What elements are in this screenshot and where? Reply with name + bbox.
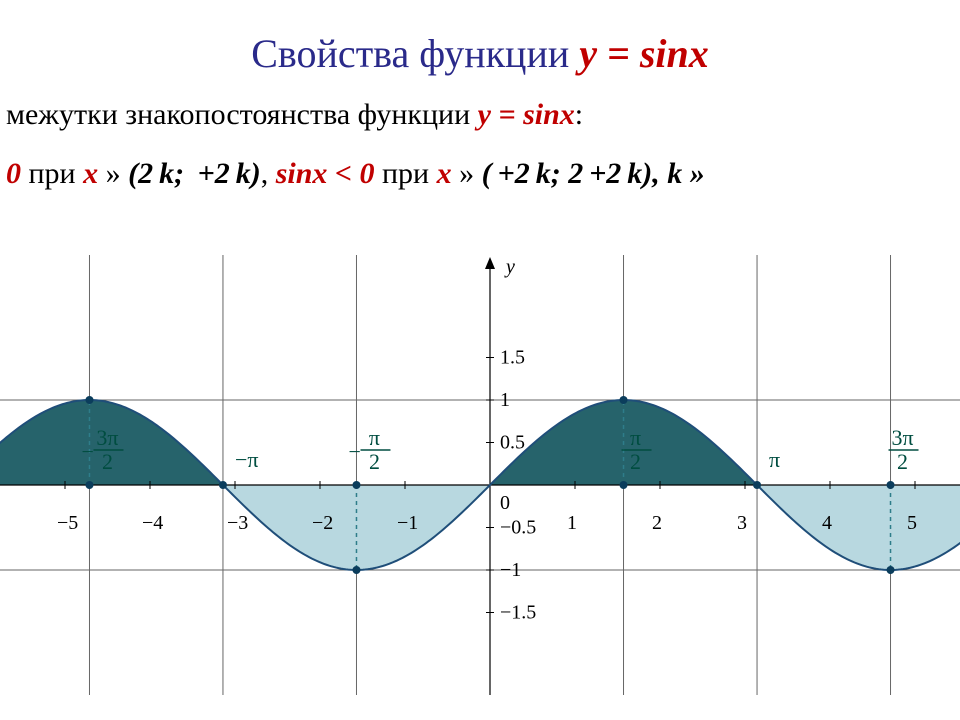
x-var-1: x <box>83 157 98 190</box>
title-prefix: Свойства функции <box>251 31 579 76</box>
svg-text:π: π <box>769 447 780 472</box>
svg-text:2: 2 <box>652 512 662 534</box>
svg-text:0: 0 <box>500 492 510 514</box>
subtitle-colon: : <box>575 98 583 131</box>
k-tail: , k » <box>652 157 705 190</box>
chart-svg: −1.5−1−0.50.511.5y0−5−4−3−2−112345−3π2−π… <box>0 255 960 695</box>
subtitle-line: межутки знакопостоянства функции y = sin… <box>0 77 960 136</box>
svg-text:2: 2 <box>369 449 380 474</box>
subtitle-function: y = sinx <box>478 98 575 131</box>
svg-text:y: y <box>504 256 515 278</box>
interval-1: (2 k; +2 k) <box>128 157 261 190</box>
svg-text:−3: −3 <box>227 512 248 534</box>
svg-text:3: 3 <box>737 512 747 534</box>
svg-text:−4: −4 <box>142 512 163 534</box>
svg-text:1: 1 <box>567 512 577 534</box>
ineq-neg: sinx < 0 <box>276 157 375 190</box>
svg-text:π: π <box>630 425 641 450</box>
svg-text:π: π <box>369 425 380 450</box>
svg-text:−0.5: −0.5 <box>500 517 536 539</box>
subtitle-prefix: межутки знакопостоянства функции <box>6 98 478 131</box>
sine-chart: −1.5−1−0.50.511.5y0−5−4−3−2−112345−3π2−π… <box>0 255 960 695</box>
svg-text:1: 1 <box>500 389 510 411</box>
svg-text:−2: −2 <box>312 512 333 534</box>
at-word-1: при <box>21 157 83 190</box>
svg-text:0.5: 0.5 <box>500 432 525 454</box>
x-var-2: x <box>437 157 452 190</box>
svg-text:4: 4 <box>822 512 832 534</box>
svg-text:2: 2 <box>897 449 908 474</box>
svg-text:2: 2 <box>102 449 113 474</box>
svg-text:−1.5: −1.5 <box>500 602 536 624</box>
sign-intervals-line: 0 при x » (2 k; +2 k), sinx < 0 при x » … <box>0 136 960 195</box>
svg-text:3π: 3π <box>891 425 913 450</box>
svg-text:−: − <box>348 439 360 464</box>
sep-1: , <box>261 157 276 190</box>
svg-text:−1: −1 <box>500 559 521 581</box>
member-1: » <box>98 157 128 190</box>
svg-text:3π: 3π <box>96 425 118 450</box>
member-2: » <box>452 157 482 190</box>
title-function: y = sinx <box>579 31 708 76</box>
svg-text:1.5: 1.5 <box>500 347 525 369</box>
svg-text:5: 5 <box>907 512 917 534</box>
lead-zero: 0 <box>6 157 21 190</box>
svg-text:−π: −π <box>235 447 259 472</box>
svg-text:2: 2 <box>630 449 641 474</box>
at-word-2: при <box>375 157 437 190</box>
slide-title: Свойства функции y = sinx <box>0 0 960 77</box>
svg-text:−: − <box>81 439 93 464</box>
svg-text:−1: −1 <box>397 512 418 534</box>
svg-text:−5: −5 <box>57 512 78 534</box>
interval-2: ( +2 k; 2 +2 k) <box>482 157 653 190</box>
